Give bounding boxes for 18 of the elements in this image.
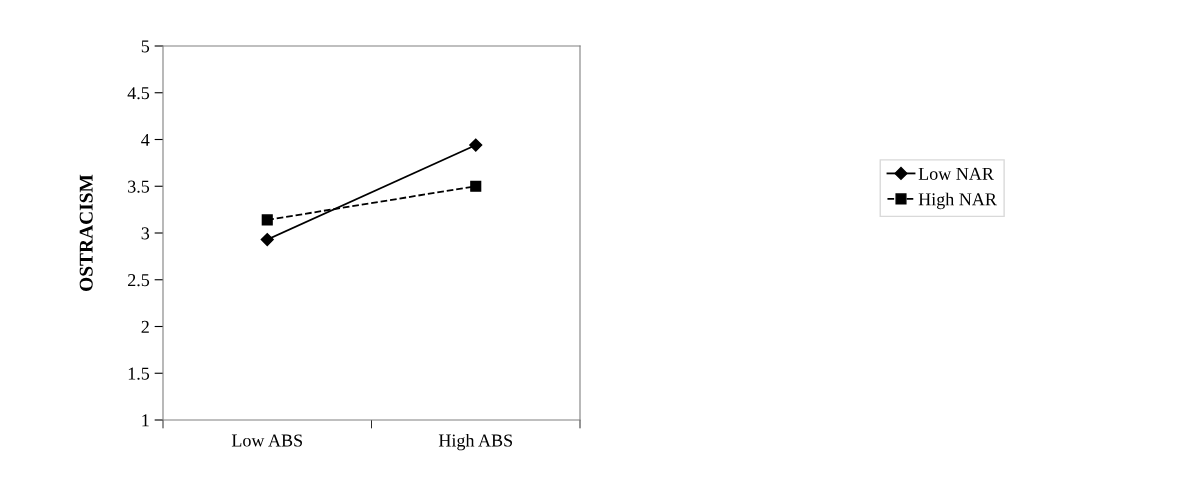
y-tick-label: 1 bbox=[142, 414, 149, 427]
x-tick-label: High ABS bbox=[438, 433, 513, 451]
legend-label: Low NAR bbox=[918, 167, 994, 180]
point bbox=[261, 214, 273, 226]
point bbox=[469, 138, 483, 152]
x-tick-label: Low ABS bbox=[231, 434, 302, 447]
y-tick-label: 2 bbox=[141, 320, 149, 333]
y-tick-label: 4.5 bbox=[127, 87, 150, 100]
y-tick-label: 2.5 bbox=[128, 274, 150, 287]
point bbox=[260, 232, 274, 247]
y-tick-label: 3 bbox=[141, 227, 150, 240]
y-axis-title: OSTRACISM bbox=[79, 174, 93, 291]
y-tick-label: 4 bbox=[141, 133, 150, 146]
y-tick-label: 1.5 bbox=[128, 367, 150, 380]
legend-label: High NAR bbox=[918, 192, 997, 210]
point bbox=[470, 180, 482, 192]
y-tick-label: 3.5 bbox=[128, 180, 150, 193]
y-tick-label: 5 bbox=[141, 40, 150, 53]
